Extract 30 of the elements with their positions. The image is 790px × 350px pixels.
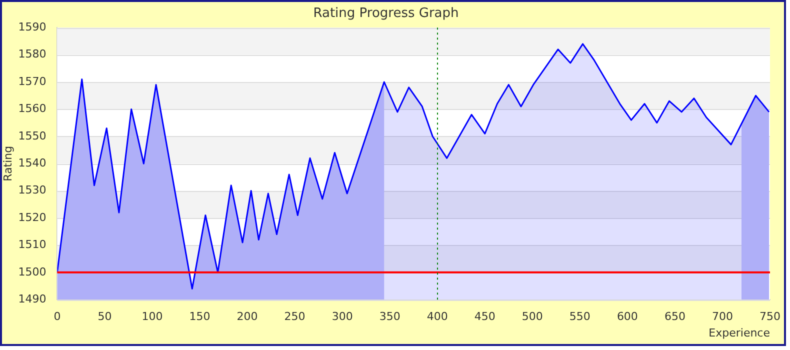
x-tick-label: 450 xyxy=(474,310,496,324)
x-tick-label: 550 xyxy=(569,310,590,324)
y-tick-label: 1530 xyxy=(18,184,46,197)
y-tick-label: 1580 xyxy=(18,48,46,61)
y-tick-label: 1570 xyxy=(18,74,46,88)
y-axis-title: Rating xyxy=(1,146,14,182)
y-tick-label: 1540 xyxy=(18,156,46,170)
y-tick-label: 1510 xyxy=(18,238,46,252)
x-tick-label: 150 xyxy=(189,310,210,324)
x-tick-label: 200 xyxy=(236,310,258,324)
x-tick-label: 250 xyxy=(284,310,306,324)
x-tick-label: 400 xyxy=(426,310,448,324)
x-tick-label: 750 xyxy=(760,310,780,324)
y-tick-label: 1490 xyxy=(18,292,46,306)
x-tick-label: 700 xyxy=(712,310,733,324)
y-tick-label: 1560 xyxy=(18,102,46,116)
y-tick-label: 1550 xyxy=(18,129,46,142)
x-axis-title: Experience xyxy=(708,326,770,340)
x-tick-label: 350 xyxy=(379,310,400,324)
y-tick-label: 1590 xyxy=(18,20,46,34)
x-tick-label: 300 xyxy=(332,310,353,324)
x-tick-label: 100 xyxy=(142,310,163,324)
chart-title: Rating Progress Graph xyxy=(313,6,459,22)
x-tick-label: 500 xyxy=(522,310,543,324)
y-tick-label: 1520 xyxy=(18,210,46,224)
x-tick-label: 650 xyxy=(664,310,686,324)
x-tick-label: 0 xyxy=(54,310,61,324)
x-tick-label: 50 xyxy=(98,310,112,324)
x-tick-label: 600 xyxy=(616,310,638,324)
y-tick-label: 1500 xyxy=(18,265,46,278)
